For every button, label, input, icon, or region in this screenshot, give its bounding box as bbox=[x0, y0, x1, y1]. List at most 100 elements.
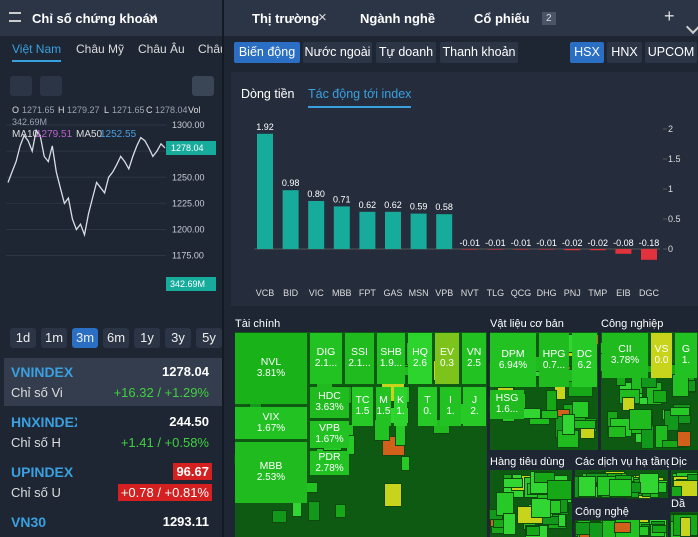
main-tab[interactable]: Cổ phiếu bbox=[474, 11, 530, 26]
tile bbox=[525, 526, 540, 537]
stock-tile[interactable] bbox=[352, 387, 373, 426]
stock-tile[interactable] bbox=[345, 333, 374, 384]
x-tick-label: MSN bbox=[409, 288, 429, 298]
bar bbox=[513, 249, 529, 250]
settings-tool[interactable] bbox=[192, 76, 214, 96]
stock-tile[interactable] bbox=[602, 333, 648, 378]
x-tick-label: NVT bbox=[461, 288, 480, 298]
ohlc-text: 1271.65 bbox=[22, 105, 55, 115]
tile bbox=[615, 376, 627, 386]
period-button[interactable]: 1m bbox=[41, 328, 67, 348]
tile bbox=[641, 425, 655, 450]
stock-tile[interactable] bbox=[435, 333, 459, 384]
stock-tile[interactable] bbox=[310, 387, 349, 418]
x-tick-label: MBB bbox=[332, 288, 352, 298]
stock-tile[interactable] bbox=[310, 333, 342, 384]
index-code[interactable]: HNXINDEX bbox=[11, 414, 77, 430]
y-tick-label: 0.5 bbox=[668, 214, 681, 224]
filter-button[interactable]: Biến động bbox=[234, 42, 300, 63]
stock-label: CII bbox=[618, 343, 632, 355]
value-label: 0.98 bbox=[282, 178, 300, 188]
stock-change: 2. bbox=[470, 406, 479, 417]
tile bbox=[585, 473, 609, 484]
stock-tile[interactable] bbox=[235, 407, 307, 439]
exchange-button[interactable]: UPCOM bbox=[645, 42, 697, 63]
stock-tile[interactable] bbox=[490, 333, 536, 387]
index-code[interactable]: VNINDEX bbox=[11, 364, 74, 380]
value-label: -0.01 bbox=[511, 238, 532, 248]
tile bbox=[572, 401, 589, 418]
stock-change: 0.0 bbox=[654, 355, 669, 366]
y-tick-label: 1250.00 bbox=[172, 172, 205, 182]
region-tab[interactable]: Châu Á bbox=[198, 42, 222, 56]
sector-name: Dầ bbox=[669, 496, 698, 512]
chart-tab[interactable]: Tác động tới index bbox=[308, 87, 412, 108]
stock-tile[interactable] bbox=[675, 333, 697, 378]
filter-button[interactable]: Tự doanh bbox=[376, 42, 436, 63]
index-value: 1293.11 bbox=[162, 514, 209, 529]
stock-change: 1.6... bbox=[495, 404, 519, 415]
period-button[interactable]: 6m bbox=[103, 328, 129, 348]
chart-tab[interactable]: Dòng tiền bbox=[241, 87, 295, 101]
stock-tile[interactable] bbox=[539, 333, 569, 387]
ohlc-text: 1278.04 bbox=[155, 105, 188, 115]
index-code[interactable]: VN30 bbox=[11, 514, 47, 530]
add-tab[interactable]: + bbox=[664, 6, 675, 26]
stock-tile[interactable] bbox=[463, 387, 486, 426]
index-code[interactable]: UPINDEX bbox=[11, 464, 74, 480]
region-tab[interactable]: Châu Âu bbox=[138, 42, 185, 56]
stock-tile[interactable] bbox=[310, 421, 349, 448]
y-tick-label: 2 bbox=[668, 124, 673, 134]
value-label: 1.92 bbox=[256, 122, 274, 132]
tile bbox=[557, 430, 579, 448]
formula-tool[interactable] bbox=[40, 76, 62, 96]
stock-change: 1. bbox=[681, 355, 691, 366]
region-tab[interactable]: Việt Nam bbox=[12, 42, 62, 62]
main-tab[interactable]: Thị trường bbox=[252, 11, 320, 26]
candle-tool[interactable] bbox=[10, 76, 32, 96]
stock-tile[interactable] bbox=[408, 333, 432, 384]
y-tick-label: 1175.00 bbox=[172, 251, 204, 261]
filter-button[interactable]: Nước ngoài bbox=[303, 42, 372, 63]
stock-tile[interactable] bbox=[310, 451, 349, 475]
tile bbox=[630, 371, 644, 395]
region-tab[interactable]: Châu Mỹ bbox=[76, 42, 125, 56]
ohlc-text: Vol bbox=[188, 105, 201, 115]
exchange-button[interactable]: HNX bbox=[607, 42, 642, 63]
index-name: Chỉ số Vi bbox=[11, 385, 63, 400]
close-icon[interactable]: × bbox=[148, 10, 158, 27]
stock-tile[interactable] bbox=[651, 333, 672, 378]
stock-tile[interactable] bbox=[572, 333, 597, 387]
stock-tile[interactable] bbox=[418, 387, 437, 426]
stock-tile[interactable] bbox=[235, 333, 307, 404]
stock-label: I bbox=[449, 394, 452, 406]
menu-icon[interactable] bbox=[9, 12, 21, 22]
value-label: 0.62 bbox=[384, 200, 402, 210]
period-button[interactable]: 3m bbox=[72, 328, 98, 348]
tab-close[interactable]: × bbox=[318, 9, 327, 26]
filter-button[interactable]: Thanh khoản bbox=[440, 42, 518, 63]
exchange-button[interactable]: HSX bbox=[570, 42, 604, 63]
ma-text: 1279.51 bbox=[36, 129, 73, 140]
y-tick-label: 1300.00 bbox=[172, 120, 205, 130]
tab-badge: 2 bbox=[542, 12, 556, 25]
ohlc-text: 1271.65 bbox=[112, 105, 145, 115]
stock-tile[interactable] bbox=[377, 333, 405, 384]
period-button[interactable]: 3y bbox=[165, 328, 191, 348]
stock-change: 1.67% bbox=[256, 422, 286, 434]
tile bbox=[640, 376, 657, 388]
x-tick-label: TMP bbox=[588, 288, 607, 298]
period-button[interactable]: 1y bbox=[134, 328, 160, 348]
stock-label: VPB bbox=[318, 422, 340, 434]
x-tick-label: DGC bbox=[639, 288, 660, 298]
stock-tile[interactable] bbox=[490, 390, 524, 419]
stock-tile[interactable] bbox=[394, 387, 407, 426]
stock-tile[interactable] bbox=[235, 442, 307, 503]
stock-tile[interactable] bbox=[440, 387, 461, 426]
period-button[interactable]: 1d bbox=[10, 328, 36, 348]
main-tab[interactable]: Ngành nghề bbox=[360, 11, 436, 26]
index-value: 1278.04 bbox=[162, 364, 209, 379]
period-button[interactable]: 5y bbox=[196, 328, 222, 348]
stock-tile[interactable] bbox=[462, 333, 486, 384]
stock-tile[interactable] bbox=[376, 387, 391, 426]
